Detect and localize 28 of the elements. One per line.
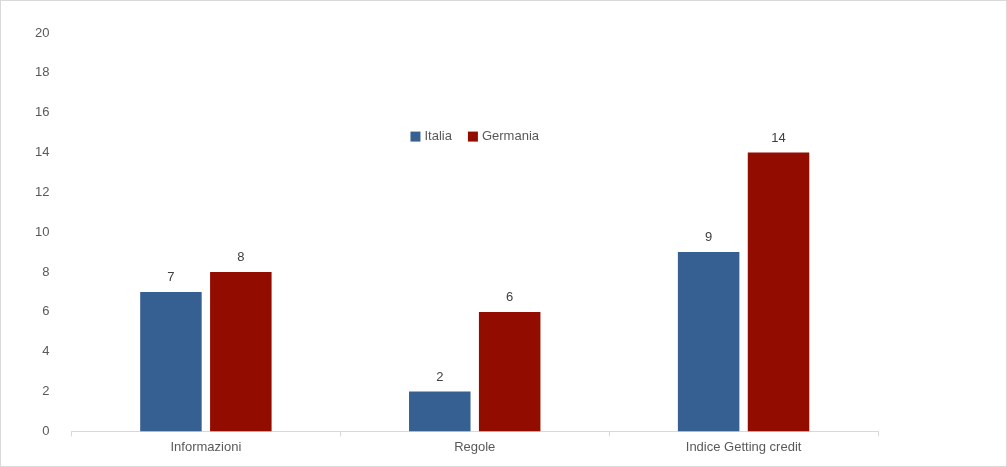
legend-label: Germania <box>481 128 540 144</box>
y-tick-label: 2 <box>42 383 50 399</box>
y-tick-label: 8 <box>42 263 50 279</box>
y-tick-label: 18 <box>34 64 50 80</box>
y-tick-label: 10 <box>34 223 50 239</box>
y-tick-label: 12 <box>34 183 50 199</box>
y-tick-label: 14 <box>34 144 50 160</box>
bar <box>478 311 541 432</box>
data-label: 9 <box>705 229 713 245</box>
y-tick-label: 0 <box>42 422 50 438</box>
data-label: 7 <box>167 269 175 285</box>
x-tick-label: Regole <box>454 438 496 454</box>
bar <box>747 152 810 432</box>
y-tick-label: 16 <box>34 104 50 120</box>
data-label: 2 <box>436 368 444 384</box>
x-tick-label: Informazioni <box>170 438 242 454</box>
y-tick-label: 6 <box>42 303 50 319</box>
data-label: 8 <box>237 249 245 265</box>
bar <box>677 252 740 432</box>
y-tick-label: 20 <box>34 24 50 40</box>
data-label: 6 <box>506 288 514 304</box>
data-label: 14 <box>771 129 786 145</box>
bar <box>210 272 272 432</box>
bar <box>409 391 471 432</box>
legend-label: Italia <box>424 128 453 144</box>
x-tick-label: Indice Getting credit <box>685 438 802 454</box>
bar <box>140 291 202 432</box>
y-tick-label: 4 <box>42 343 50 359</box>
